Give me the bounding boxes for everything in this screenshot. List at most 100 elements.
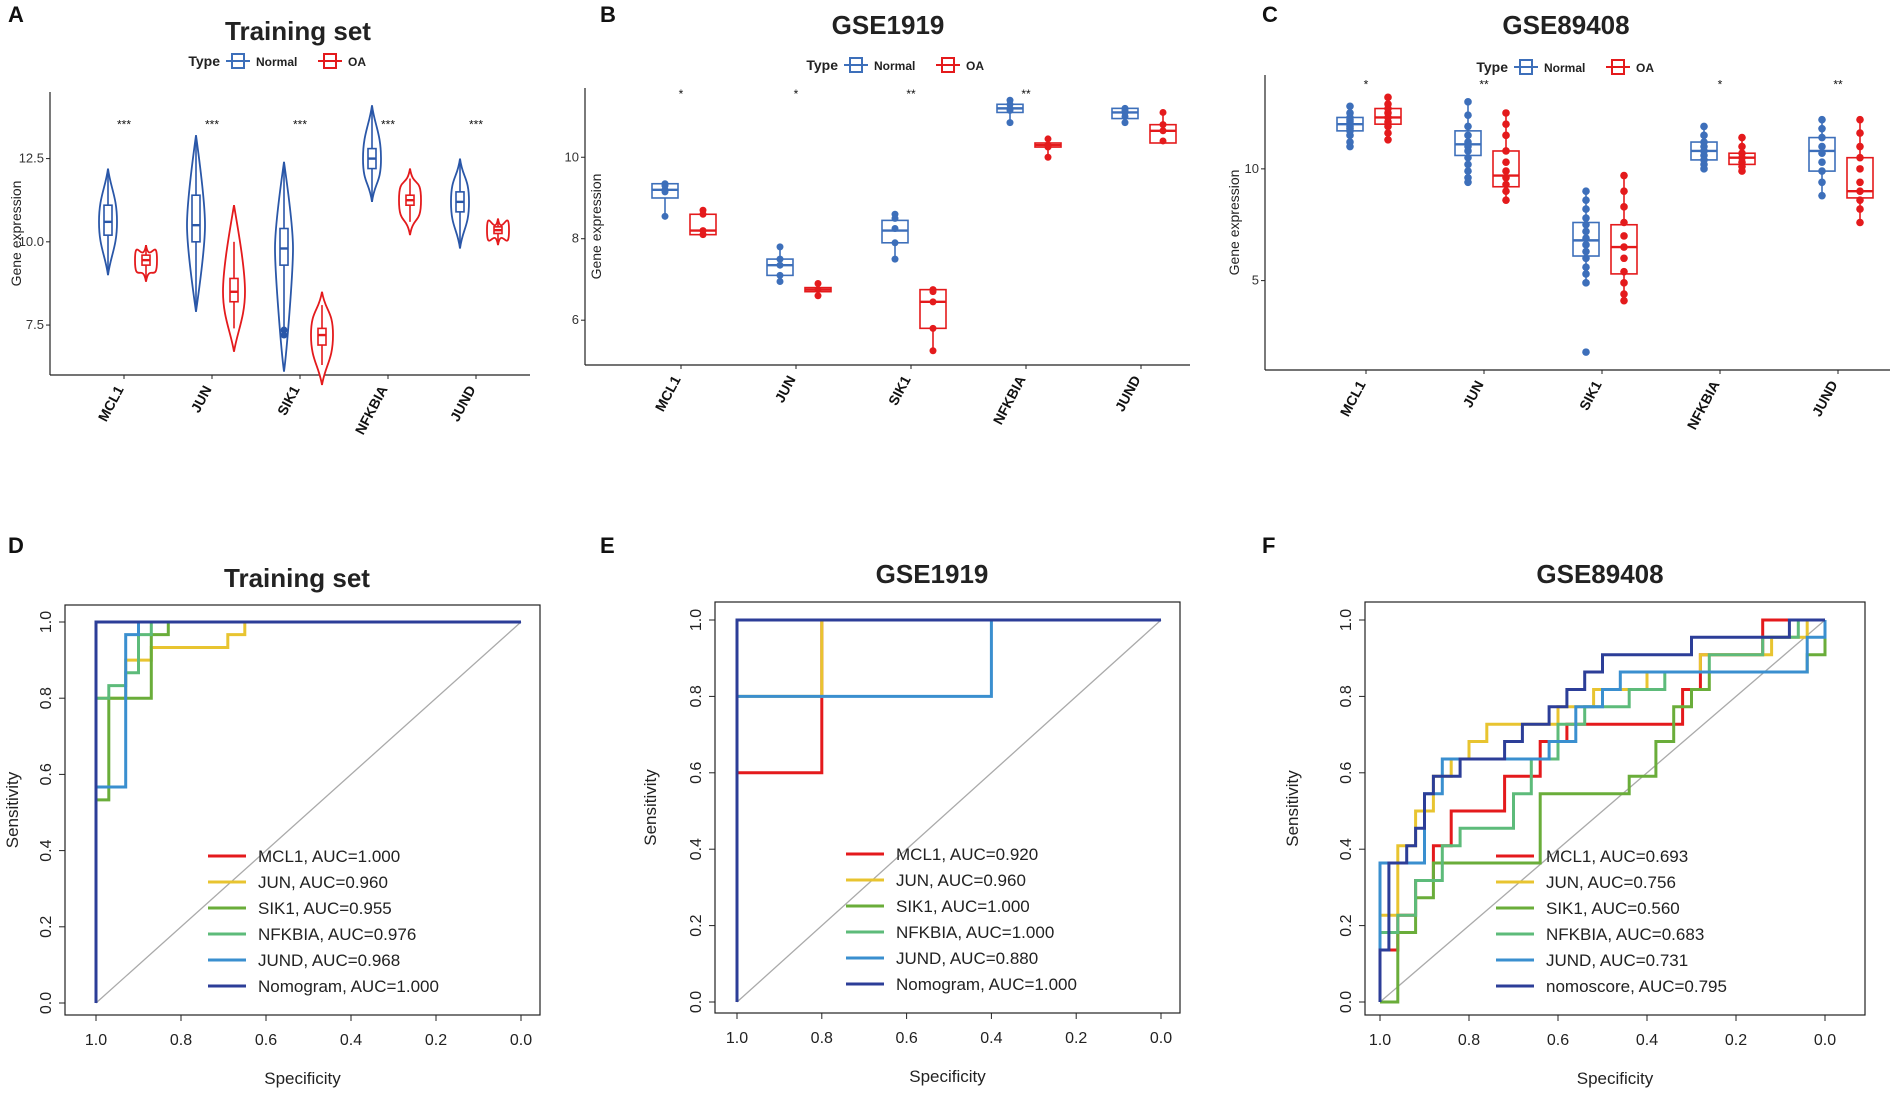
legend-label-jund: JUND, AUC=0.880 (896, 949, 1038, 968)
data-point (1582, 227, 1590, 236)
legend-label-nfkbia: NFKBIA, AUC=0.683 (1546, 925, 1704, 944)
data-point (661, 182, 669, 190)
box-oa-nfkbia (1728, 133, 1756, 175)
plot-frame (1364, 601, 1866, 1016)
data-point (1856, 153, 1864, 162)
y-tick-label: 10 (565, 149, 579, 164)
box-oa-jund (1846, 115, 1874, 227)
x-category-label: NFKBIA (352, 383, 391, 437)
box-oa-jun (804, 280, 832, 300)
legend-label-normal: Normal (256, 55, 297, 69)
significance-marker: ** (1479, 77, 1489, 91)
y-tick-label: 0.4 (688, 838, 705, 860)
data-point (814, 280, 822, 288)
panel-label-C: C (1262, 2, 1278, 27)
y-axis-label: Sensitivity (1283, 770, 1302, 847)
legend-label-jun: JUN, AUC=0.960 (896, 871, 1026, 890)
panel-label-A: A (8, 2, 24, 27)
box-normal-nfkbia (362, 105, 382, 202)
roc-legend: MCL1, AUC=1.000 JUN, AUC=0.960 SIK1, AUC=0… (208, 847, 439, 996)
y-tick-label: 0.6 (38, 763, 55, 785)
x-tick-label: 0.4 (340, 1032, 362, 1049)
data-point (1159, 137, 1167, 145)
data-point (1464, 98, 1472, 106)
data-point (1502, 180, 1510, 189)
roc-legend: MCL1, AUC=0.693 JUN, AUC=0.756 SIK1, AUC=0… (1496, 847, 1727, 996)
y-tick-label: 0.4 (38, 839, 55, 861)
x-axis-label: Specificity (909, 1067, 986, 1086)
data-point (1620, 254, 1628, 263)
data-point (1582, 270, 1590, 278)
data-point (1044, 143, 1052, 151)
box-normal-jund (450, 158, 470, 249)
legend-key-box (231, 53, 245, 69)
plot-frame (714, 601, 1181, 1014)
data-point (1856, 187, 1864, 196)
legend-label-sik1: SIK1, AUC=0.560 (1546, 899, 1680, 918)
box-body (317, 327, 327, 346)
chart-title: GSE1919 (876, 559, 989, 589)
data-point (1620, 171, 1628, 180)
significance-marker: * (1364, 77, 1369, 91)
y-axis-label: Gene expression (8, 181, 24, 287)
roc-legend: MCL1, AUC=0.920 JUN, AUC=0.960 SIK1, AUC=1… (846, 845, 1077, 994)
roc-curve-nomoscore (1378, 618, 1825, 1002)
y-tick-label: 10 (1245, 161, 1259, 176)
data-point (1738, 133, 1746, 142)
x-tick-label: 0.8 (170, 1032, 192, 1049)
data-point (891, 225, 899, 233)
box-oa-mcl1 (134, 244, 158, 282)
legend-label-nfkbia: NFKBIA, AUC=1.000 (896, 923, 1054, 942)
y-tick-label: 0.2 (38, 916, 55, 938)
data-point (1582, 254, 1590, 263)
y-tick-label: 10.0 (19, 234, 44, 249)
box-oa-sik1 (1610, 171, 1638, 305)
panel-label-D: D (8, 533, 24, 558)
y-tick-label: 1.0 (688, 609, 705, 631)
box-body (229, 277, 239, 303)
data-point (1582, 247, 1590, 256)
data-point (776, 261, 784, 269)
data-point (1384, 129, 1392, 137)
outlier-point (280, 326, 288, 334)
outlier-point (280, 331, 288, 339)
reference-diagonal (1379, 619, 1826, 1003)
legend-label-sik1: SIK1, AUC=0.955 (258, 899, 392, 918)
data-point (1620, 203, 1628, 211)
data-point (1464, 160, 1472, 169)
data-point (1464, 153, 1472, 162)
box-normal-nfkbia (996, 96, 1024, 127)
data-point (1856, 115, 1864, 124)
data-point (929, 324, 937, 332)
x-category-label: JUN (771, 373, 798, 405)
y-tick-label: 5 (1252, 273, 1259, 288)
legend-key-box (941, 57, 955, 73)
data-point (1818, 178, 1826, 187)
data-point (1738, 167, 1746, 175)
x-tick-label: 0.4 (1636, 1032, 1658, 1049)
data-point (1856, 218, 1864, 227)
x-category-label: MCL1 (652, 373, 684, 414)
data-point (1582, 234, 1590, 242)
x-tick-label: 1.0 (85, 1032, 107, 1049)
data-point (1159, 108, 1167, 116)
y-tick-label: 8 (572, 231, 579, 246)
data-point (1582, 220, 1590, 229)
data-point (1502, 174, 1510, 182)
roc-curve-nomogram (94, 620, 521, 1003)
x-category-label: SIK1 (885, 373, 914, 408)
legend-label-jun: JUN, AUC=0.756 (1546, 873, 1676, 892)
legend-label-jun: JUN, AUC=0.960 (258, 873, 388, 892)
data-point (1620, 243, 1628, 251)
data-point (1620, 232, 1628, 240)
data-point (1856, 129, 1864, 137)
x-tick-label: 1.0 (726, 1030, 748, 1047)
data-point (776, 255, 784, 263)
data-point (1620, 296, 1628, 305)
data-point (1502, 187, 1510, 196)
panel-E: GSE1919 1.0 0.8 0.6 0.4 0.2 0.0 0.0 0.2 0.4 0.6 0.8… (641, 559, 1181, 1086)
data-point (1620, 290, 1628, 298)
y-tick-label: 12.5 (19, 151, 44, 166)
y-tick-label: 0.2 (1338, 914, 1355, 936)
